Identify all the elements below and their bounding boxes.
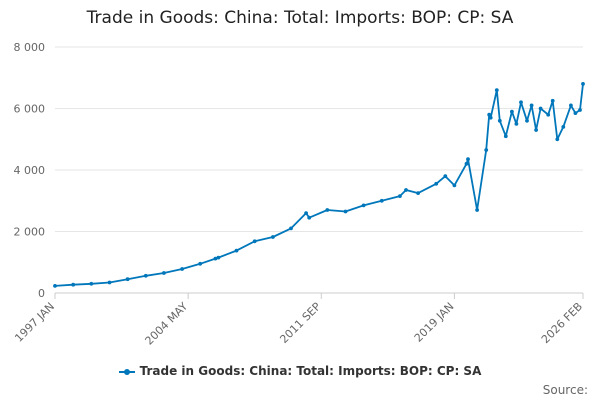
x-tick-label: 2004 MAY: [143, 300, 191, 348]
data-point[interactable]: [525, 118, 529, 123]
data-point[interactable]: [555, 137, 560, 142]
data-point[interactable]: [487, 112, 492, 117]
data-point[interactable]: [510, 109, 514, 114]
x-tick-label: 2026 FEB: [539, 300, 585, 346]
x-tick-label: 2011 SEP: [277, 300, 323, 346]
credits[interactable]: Source:: [542, 383, 588, 397]
data-point[interactable]: [404, 188, 408, 192]
data-point[interactable]: [475, 208, 479, 212]
data-point[interactable]: [53, 284, 57, 288]
x-tick-label: 2019 JAN: [412, 300, 457, 345]
data-point[interactable]: [180, 267, 185, 271]
data-point[interactable]: [514, 122, 519, 126]
data-point[interactable]: [434, 181, 439, 186]
data-point[interactable]: [125, 277, 130, 282]
data-point[interactable]: [143, 273, 148, 278]
data-point[interactable]: [443, 174, 448, 179]
data-point[interactable]: [464, 161, 469, 166]
data-point[interactable]: [466, 157, 470, 162]
data-point[interactable]: [497, 118, 502, 123]
data-point[interactable]: [573, 111, 578, 115]
y-tick-label: 2 000: [14, 226, 46, 239]
data-point[interactable]: [307, 215, 312, 220]
data-point[interactable]: [546, 112, 551, 117]
y-tick-label: 0: [38, 287, 45, 300]
data-point[interactable]: [289, 226, 293, 231]
data-point[interactable]: [529, 103, 534, 108]
y-tick-label: 4 000: [14, 164, 46, 177]
y-tick-label: 6 000: [14, 103, 46, 116]
data-point[interactable]: [534, 128, 538, 132]
data-point[interactable]: [561, 125, 566, 129]
data-point[interactable]: [325, 208, 330, 212]
data-point[interactable]: [361, 203, 366, 208]
legend[interactable]: Trade in Goods: China: Total: Imports: B…: [0, 364, 600, 378]
data-point[interactable]: [162, 271, 166, 275]
data-point[interactable]: [494, 88, 499, 92]
data-point[interactable]: [581, 82, 585, 86]
chart-title: Trade in Goods: China: Total: Imports: B…: [86, 8, 514, 28]
x-tick-label: 1997 JAN: [12, 300, 57, 345]
data-point[interactable]: [484, 148, 489, 152]
data-point[interactable]: [107, 280, 112, 285]
data-point[interactable]: [216, 255, 221, 260]
data-point[interactable]: [488, 115, 493, 120]
y-tick-label: 8 000: [14, 41, 46, 54]
data-point[interactable]: [550, 98, 555, 103]
data-point[interactable]: [304, 211, 308, 216]
legend-label: Trade in Goods: China: Total: Imports: B…: [139, 364, 482, 378]
data-point[interactable]: [343, 209, 348, 214]
data-point[interactable]: [89, 281, 94, 286]
data-point[interactable]: [398, 194, 402, 199]
series-line[interactable]: [54, 83, 584, 287]
data-point[interactable]: [503, 134, 508, 139]
data-point[interactable]: [519, 100, 523, 105]
legend-marker-icon: [118, 368, 135, 375]
data-point[interactable]: [71, 282, 76, 287]
data-point[interactable]: [416, 191, 420, 196]
data-point[interactable]: [569, 103, 573, 108]
data-point[interactable]: [234, 248, 239, 253]
data-point[interactable]: [252, 239, 257, 244]
data-point[interactable]: [213, 256, 218, 261]
data-point[interactable]: [271, 235, 275, 239]
data-point[interactable]: [452, 183, 457, 188]
data-point[interactable]: [538, 106, 543, 111]
data-point[interactable]: [198, 261, 203, 266]
data-point[interactable]: [379, 198, 384, 203]
data-point[interactable]: [578, 108, 582, 112]
